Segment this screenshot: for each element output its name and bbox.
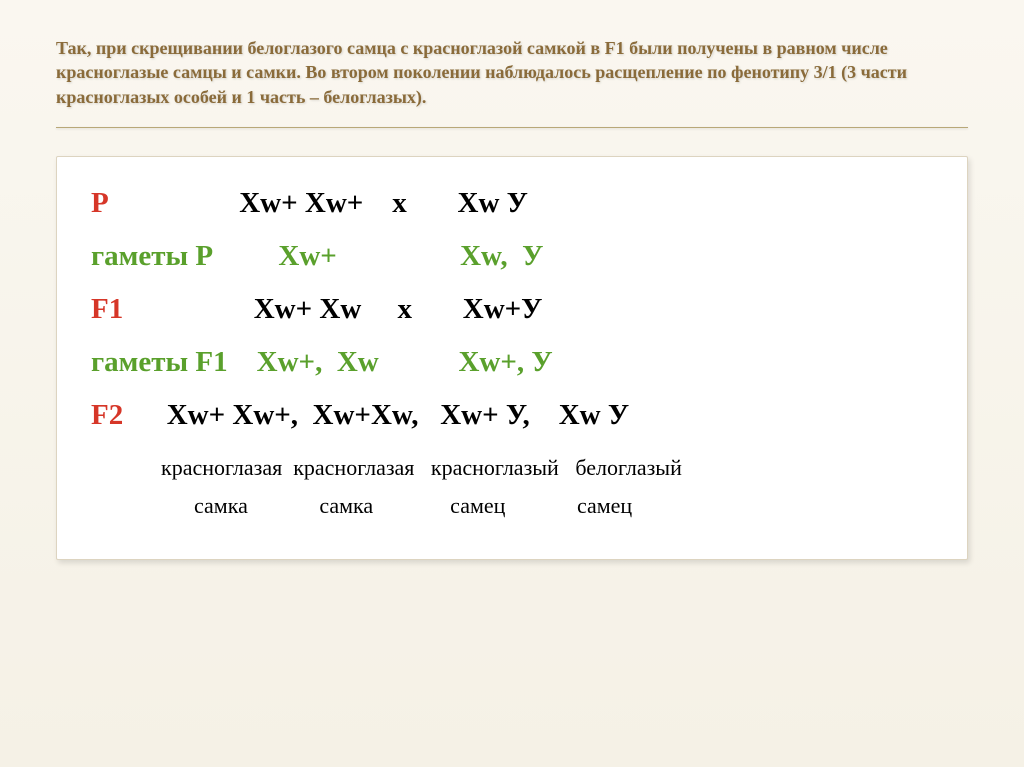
genotype-p: Хw+ Хw+ х Хw У [109,187,528,219]
slide: Так, при скрещивании белоглазого самца с… [0,0,1024,767]
gametes-f1-values: Хw+, Хw Хw+, У [228,346,553,378]
label-p: Р [91,187,109,219]
slide-title: Так, при скрещивании белоглазого самца с… [56,36,968,109]
line-f2: F2 Хw+ Хw+, Хw+Хw, Хw+ У, Хw У [91,401,933,430]
content-box: Р Хw+ Хw+ х Хw У гаметы Р Хw+ Хw, У F1 Х… [56,156,968,560]
title-divider [56,127,968,128]
phenotype-row-2: самка самка самец самец [91,492,933,521]
line-gametes-p: гаметы Р Хw+ Хw, У [91,242,933,271]
gametes-p-values: Хw+ Хw, У [213,240,543,272]
label-f2: F2 [91,399,123,431]
label-f1: F1 [91,293,123,325]
phenotype-row-1: красноглазая красноглазая красноглазый б… [91,454,933,483]
line-gametes-f1: гаметы F1 Хw+, Хw Хw+, У [91,348,933,377]
genotype-f1: Хw+ Хw х Хw+У [123,293,542,325]
line-parent: Р Хw+ Хw+ х Хw У [91,189,933,218]
genotype-f2: Хw+ Хw+, Хw+Хw, Хw+ У, Хw У [123,399,629,431]
label-gametes-p: гаметы Р [91,240,213,272]
line-f1: F1 Хw+ Хw х Хw+У [91,295,933,324]
label-gametes-f1: гаметы F1 [91,346,228,378]
